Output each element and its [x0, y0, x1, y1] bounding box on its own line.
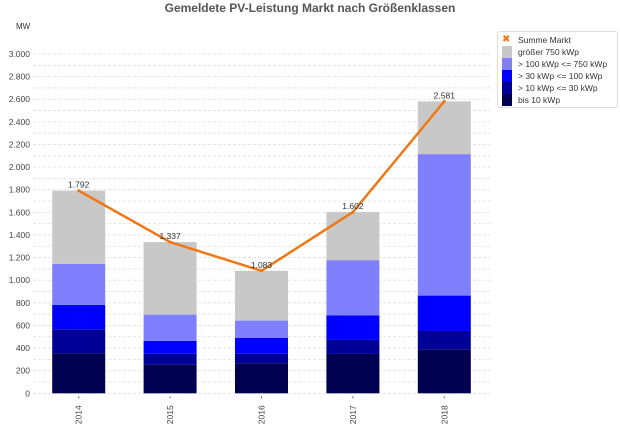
bar-segment: [143, 340, 197, 354]
bar-segment: [143, 242, 197, 315]
chart-title: Gemeldete PV-Leistung Markt nach Größenk…: [164, 1, 456, 15]
bar-segment: [235, 363, 288, 394]
x-tick-label: 2015: [165, 405, 175, 424]
bar-segment: [417, 349, 471, 394]
y-tick-label: 1.000: [9, 275, 31, 285]
legend-swatch: [502, 70, 512, 82]
y-tick-label: 1.800: [9, 185, 31, 195]
data-label: 1.083: [251, 260, 273, 270]
bar-segment: [417, 295, 471, 331]
bar-segment: [326, 353, 380, 394]
y-tick-label: 2.200: [9, 139, 31, 149]
line-point: [442, 99, 446, 103]
y-tick-label: 1.200: [9, 253, 31, 263]
legend-label: > 30 kWp <= 100 kWp: [518, 71, 603, 81]
legend-line-marker-icon: ✖: [502, 34, 511, 45]
legend-swatch: [502, 82, 512, 94]
legend-item: größer 750 kWp: [502, 46, 579, 58]
bar-segment: [235, 353, 288, 364]
x-tick-label: 2018: [439, 405, 449, 424]
legend-label: bis 10 kWp: [518, 95, 561, 105]
bar-segment: [143, 353, 197, 365]
legend-swatch: [502, 46, 512, 58]
legend-swatch: [502, 58, 512, 70]
bar-segment: [235, 320, 288, 338]
legend-item: > 10 kWp <= 30 kWp: [502, 82, 598, 94]
line-point: [168, 240, 172, 244]
bar-segment: [326, 260, 380, 316]
legend-item: ✖ Summe Markt: [502, 34, 571, 46]
y-tick-label: 2.800: [9, 72, 31, 82]
y-tick-label: 2.600: [9, 94, 31, 104]
y-tick-label: 2.000: [9, 162, 31, 172]
bar-segment: [52, 190, 106, 264]
y-tick-label: 400: [16, 343, 30, 353]
x-tick-label: 2014: [74, 405, 84, 424]
line-point: [351, 210, 355, 214]
legend-item: bis 10 kWp: [502, 94, 560, 106]
bar-segment: [417, 330, 471, 350]
bar-segment: [143, 364, 197, 394]
legend-label: Summe Markt: [518, 35, 571, 45]
line-summe-markt: [78, 100, 446, 273]
legend-label: > 10 kWp <= 30 kWp: [518, 83, 598, 93]
y-tick-label: 600: [16, 320, 30, 330]
bar-segment: [52, 263, 106, 305]
data-label: 1.337: [159, 231, 181, 241]
x-tick-label: 2016: [257, 405, 267, 424]
y-tick-label: 1.600: [9, 207, 31, 217]
bar-segment: [326, 339, 380, 354]
x-tick-label: 2017: [348, 405, 358, 424]
bar-segment: [143, 314, 197, 341]
data-label: 1.792: [68, 180, 90, 190]
legend-swatch: [502, 94, 512, 106]
legend-item: > 30 kWp <= 100 kWp: [502, 70, 602, 82]
bar-segment: [326, 315, 380, 340]
bar-segment: [52, 353, 106, 394]
y-tick-label: 3.000: [9, 49, 31, 59]
data-label: 2.581: [434, 90, 456, 100]
bar-segment: [326, 212, 380, 261]
bar-segment: [235, 270, 288, 321]
y-tick-label: 200: [16, 366, 30, 376]
y-tick-label: 1.400: [9, 230, 31, 240]
data-label: 1.602: [342, 201, 364, 211]
y-axis-label: MW: [16, 22, 31, 31]
bar-segment: [52, 329, 106, 354]
line-point: [260, 269, 263, 273]
bar-segment: [417, 154, 471, 296]
bar-segment: [52, 304, 106, 330]
legend-label: > 100 kWp <= 750 kWp: [518, 59, 608, 69]
bar-segment: [235, 337, 288, 354]
y-tick-label: 800: [16, 298, 30, 308]
legend: ✖ Summe Markt größer 750 kWp > 100 kWp <= 7…: [497, 31, 618, 108]
legend-item: > 100 kWp <= 750 kWp: [502, 58, 607, 70]
legend-label: größer 750 kWp: [518, 47, 579, 57]
y-tick-label: 0: [25, 388, 30, 398]
y-tick-label: 2.400: [9, 117, 31, 127]
line-point: [77, 189, 81, 193]
bar-segment: [417, 101, 471, 155]
